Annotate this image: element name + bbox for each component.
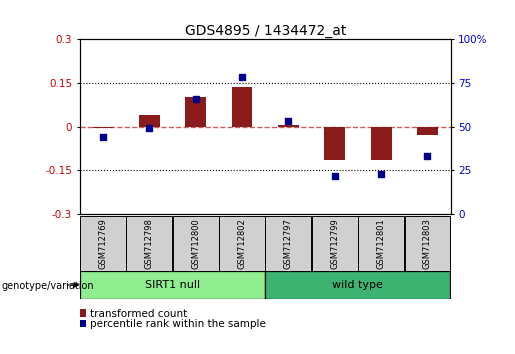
Point	[238, 75, 246, 80]
Point	[377, 171, 385, 177]
Bar	[371, 127, 391, 160]
Text: transformed count: transformed count	[90, 309, 187, 319]
Title: GDS4895 / 1434472_at: GDS4895 / 1434472_at	[184, 24, 346, 38]
Text: wild type: wild type	[333, 280, 383, 290]
Text: GSM712798: GSM712798	[145, 218, 154, 269]
Text: GSM712797: GSM712797	[284, 218, 293, 269]
Text: GSM712803: GSM712803	[423, 218, 432, 269]
Text: GSM712800: GSM712800	[191, 218, 200, 269]
Bar	[404, 216, 451, 271]
Bar	[312, 216, 358, 271]
Text: GSM712769: GSM712769	[98, 218, 108, 269]
Text: GSM712801: GSM712801	[376, 218, 386, 269]
Bar	[80, 216, 126, 271]
Point	[331, 173, 339, 178]
Bar	[126, 216, 173, 271]
Bar	[417, 127, 438, 135]
Bar	[232, 87, 252, 127]
Bar	[219, 216, 265, 271]
Bar	[358, 216, 404, 271]
Bar	[93, 127, 113, 128]
Text: percentile rank within the sample: percentile rank within the sample	[90, 319, 266, 329]
Bar	[173, 216, 219, 271]
Bar	[139, 115, 160, 127]
Text: GSM712802: GSM712802	[237, 218, 247, 269]
Point	[145, 125, 153, 131]
Point	[192, 96, 200, 101]
Point	[423, 154, 432, 159]
Text: SIRT1 null: SIRT1 null	[145, 280, 200, 290]
Text: genotype/variation: genotype/variation	[1, 281, 94, 291]
Bar	[265, 216, 312, 271]
Bar	[185, 97, 206, 127]
Bar	[278, 125, 299, 127]
Bar	[80, 272, 265, 298]
Text: GSM712799: GSM712799	[330, 218, 339, 269]
Point	[284, 119, 293, 124]
Bar	[265, 272, 451, 298]
Point	[99, 134, 107, 140]
Bar	[324, 127, 345, 160]
